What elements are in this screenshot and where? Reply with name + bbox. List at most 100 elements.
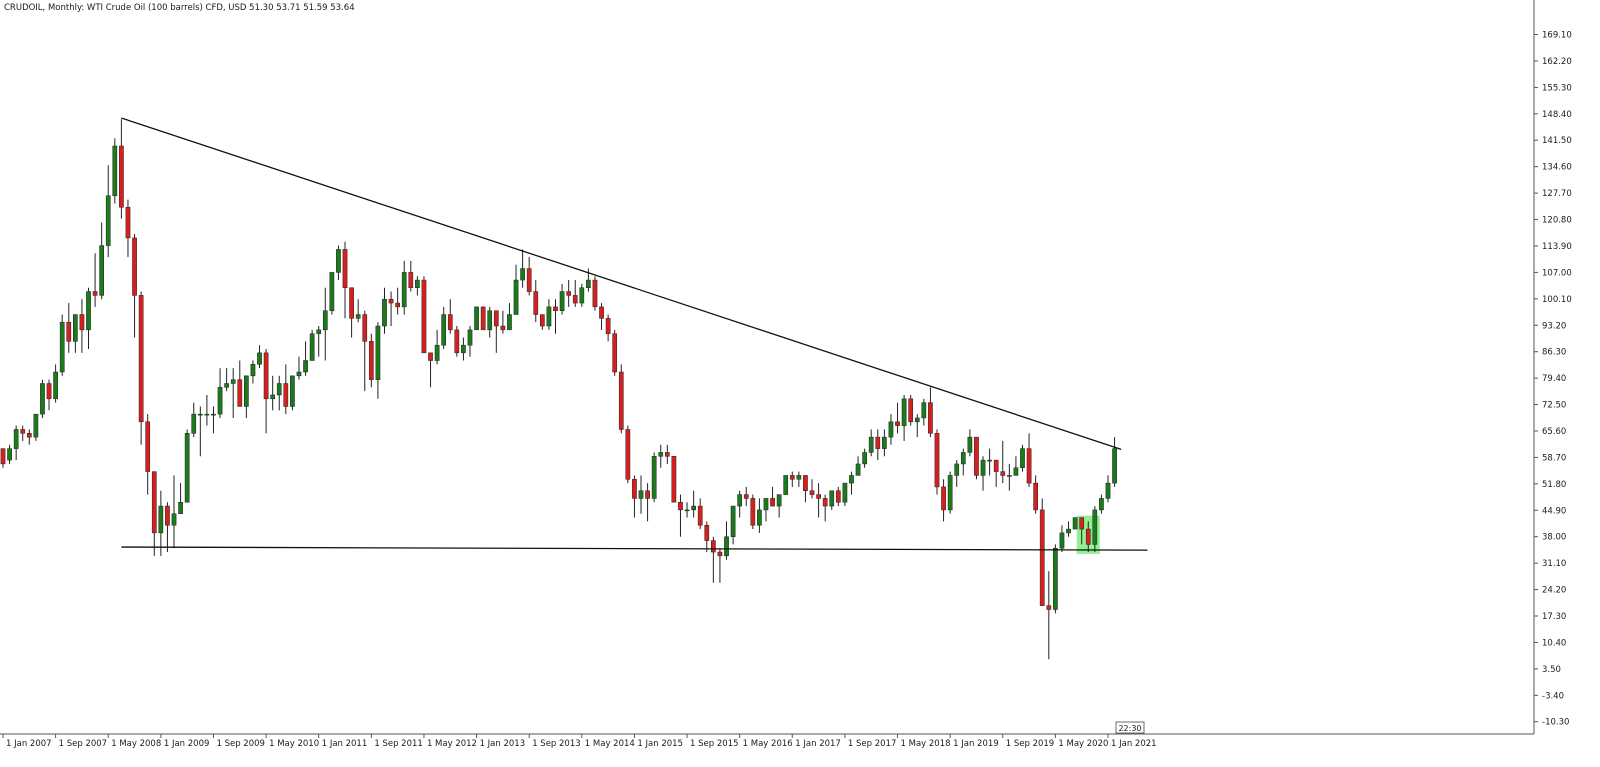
candle xyxy=(303,341,308,376)
candle xyxy=(572,280,578,307)
candle-body-bear xyxy=(119,145,124,208)
candle xyxy=(717,548,723,583)
candle xyxy=(395,287,400,315)
candle-body-bull xyxy=(882,436,887,449)
candle xyxy=(480,306,486,331)
trendlines-layer xyxy=(121,117,1148,551)
candle-body-bull xyxy=(401,272,407,308)
y-tick-label: 148.40 xyxy=(1542,110,1572,120)
candle xyxy=(263,349,269,434)
candle xyxy=(1013,456,1019,476)
candle xyxy=(651,452,657,503)
candle-body-bear xyxy=(592,279,598,308)
x-tick-label: 1 May 2020 xyxy=(1058,739,1108,749)
candle-body-bull xyxy=(105,195,111,246)
y-tick-label: 17.30 xyxy=(1542,612,1566,622)
candle-body-bear xyxy=(671,456,677,503)
x-tick-label: 1 Sep 2013 xyxy=(532,739,580,749)
candle xyxy=(993,459,999,487)
x-tick-label: 1 Sep 2007 xyxy=(59,739,107,749)
candle-body-bear xyxy=(941,486,946,511)
candle xyxy=(1099,494,1104,514)
candle-body-bull xyxy=(33,413,39,438)
candle-body-bear xyxy=(743,494,749,499)
y-tick-label: 169.10 xyxy=(1542,31,1572,41)
candle xyxy=(507,303,512,331)
candle-body-bear xyxy=(395,302,400,308)
candle-body-bear xyxy=(447,314,453,331)
candle xyxy=(447,299,453,334)
candle-body-bear xyxy=(454,329,460,354)
candle xyxy=(539,314,545,330)
y-tick-label: 44.90 xyxy=(1542,506,1566,516)
candle xyxy=(671,456,677,503)
candle-body-bull xyxy=(638,490,644,499)
candle xyxy=(382,287,387,334)
candle xyxy=(849,471,854,495)
candle-body-bear xyxy=(1085,528,1091,545)
candle xyxy=(691,490,696,518)
candle-body-bear xyxy=(493,310,499,327)
candle xyxy=(368,333,374,388)
candle-body-bull xyxy=(987,459,992,462)
candle xyxy=(816,483,821,518)
candle xyxy=(421,276,427,354)
candle-body-bull xyxy=(730,505,736,537)
candle-body-bull xyxy=(224,383,229,388)
candle xyxy=(868,429,874,457)
candle-body-bear xyxy=(809,490,815,495)
candle-body-bear xyxy=(79,314,85,331)
candle-body-bull xyxy=(86,291,91,331)
y-tick-label: 127.70 xyxy=(1542,189,1572,199)
candle xyxy=(13,425,19,461)
candle-body-bull xyxy=(1105,482,1111,499)
candle-body-bull xyxy=(382,298,387,327)
candle-body-bear xyxy=(770,498,775,507)
candle xyxy=(99,222,105,300)
candle xyxy=(388,291,394,327)
x-tick-label: 1 Jan 2017 xyxy=(795,739,841,749)
candle-body-bear xyxy=(92,291,98,296)
candle xyxy=(138,291,144,445)
x-tick-label: 1 Jan 2009 xyxy=(164,739,210,749)
candle-body-bull xyxy=(336,249,341,273)
candle xyxy=(829,490,835,510)
candle xyxy=(559,283,565,315)
candle xyxy=(579,283,585,307)
x-tick-label: 1 Sep 2019 xyxy=(1006,739,1054,749)
candle xyxy=(145,414,151,495)
x-tick-label: 1 Sep 2017 xyxy=(848,739,896,749)
candle xyxy=(882,429,887,457)
y-tick-label: 31.10 xyxy=(1542,559,1566,569)
candle xyxy=(92,253,98,307)
candle-body-bull xyxy=(901,398,907,426)
candle xyxy=(79,299,85,353)
candle xyxy=(895,402,900,434)
y-tick-label: 134.60 xyxy=(1542,163,1572,173)
candle-body-bear xyxy=(342,249,348,288)
candle xyxy=(875,429,881,461)
time-box: 22:30 xyxy=(1115,721,1145,734)
candle-body-bear xyxy=(678,501,683,511)
candle-body-bear xyxy=(566,291,572,296)
candle xyxy=(119,119,124,219)
candle-body-bear xyxy=(605,318,611,334)
candle xyxy=(322,287,328,361)
candle-body-bull xyxy=(316,329,322,334)
candle xyxy=(461,337,466,361)
x-tick-label: 1 Jan 2019 xyxy=(953,739,999,749)
candle-body-bull xyxy=(217,387,223,415)
candle-body-bear xyxy=(553,306,558,311)
candle-body-bear xyxy=(151,471,157,534)
candle-body-bear xyxy=(632,479,637,499)
candle xyxy=(888,414,894,445)
candle xyxy=(26,429,32,445)
candle xyxy=(822,494,828,522)
candle-body-bear xyxy=(1046,605,1052,610)
candle-body-bear xyxy=(539,314,545,327)
candle-body-bull xyxy=(855,463,861,476)
candle xyxy=(112,138,118,204)
candle xyxy=(711,536,716,583)
candle-body-bear xyxy=(928,402,933,434)
